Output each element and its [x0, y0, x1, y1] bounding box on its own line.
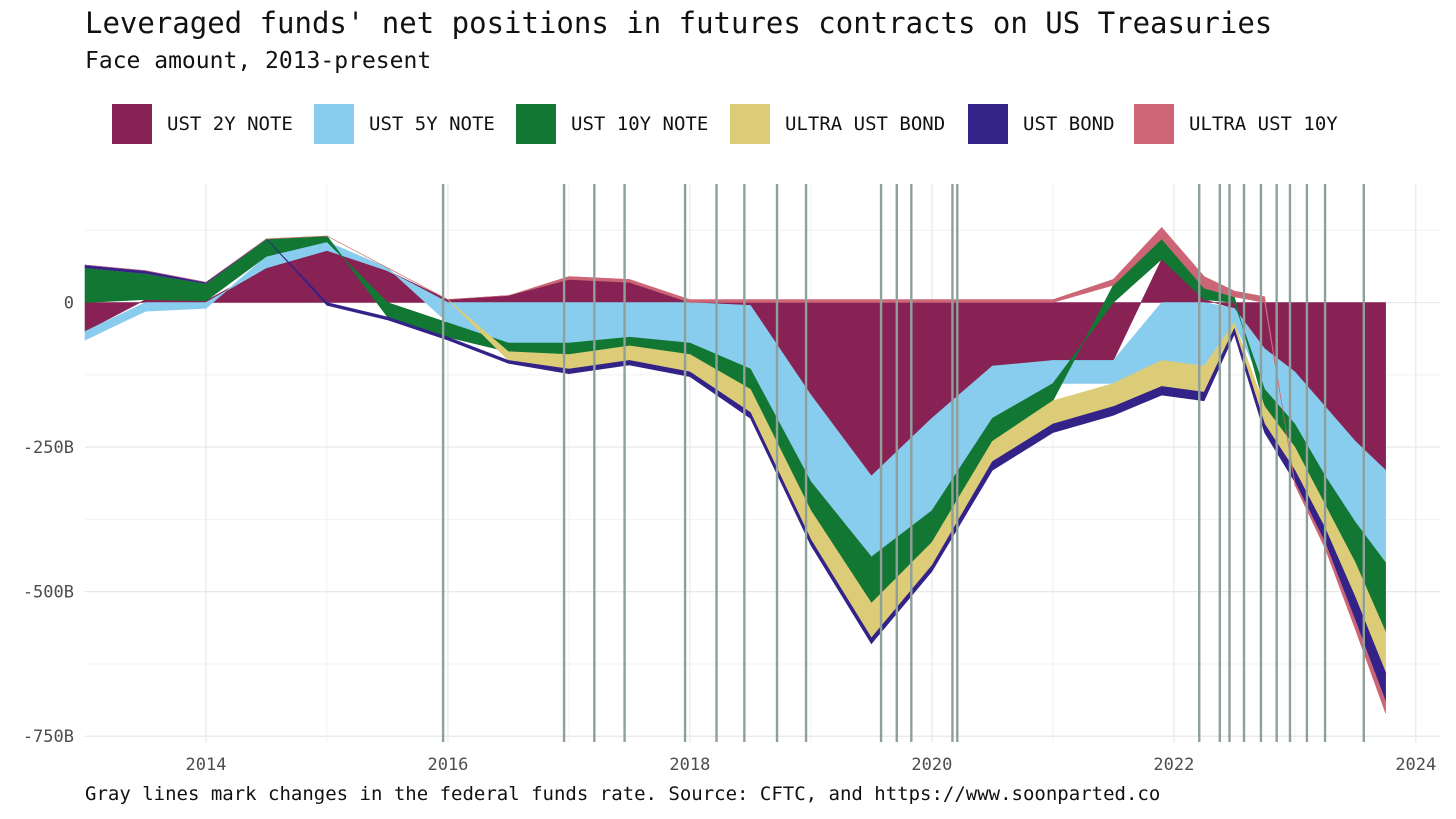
y-tick-label: -500B [23, 583, 74, 603]
legend-swatch [1134, 104, 1174, 144]
legend-label: ULTRA UST 10Y [1189, 113, 1338, 135]
area-ust-bond [84, 238, 1386, 702]
chart-title: Leveraged funds' net positions in future… [85, 6, 1273, 40]
chart-caption: Gray lines mark changes in the federal f… [85, 783, 1161, 805]
x-tick-label: 2022 [1153, 755, 1194, 775]
legend-item-ust-bond: UST BOND [968, 103, 1115, 145]
x-tick-label: 2014 [186, 755, 227, 775]
area-ultra-ust-10y [84, 226, 1386, 714]
legend-item-ust-10y-note: UST 10Y NOTE [516, 103, 708, 145]
legend-item-ust-5y-note: UST 5Y NOTE [314, 103, 495, 145]
x-tick-label: 2016 [427, 755, 468, 775]
grid-minor [85, 184, 1440, 742]
legend-swatch [730, 104, 770, 144]
legend-item-ultra-ust-bond: ULTRA UST BOND [730, 103, 945, 145]
rate-change-lines [441, 184, 1365, 742]
chart-subtitle: Face amount, 2013-present [85, 48, 432, 74]
legend-swatch [516, 104, 556, 144]
stacked-areas [84, 226, 1386, 714]
y-tick-label: -750B [23, 727, 74, 747]
legend-label: UST 5Y NOTE [369, 113, 495, 135]
legend-swatch [112, 104, 152, 144]
legend-label: UST 2Y NOTE [167, 113, 293, 135]
legend-label: UST BOND [1023, 113, 1115, 135]
legend-item-ust-2y-note: UST 2Y NOTE [112, 103, 293, 145]
y-tick-label: 0 [64, 294, 74, 314]
x-tick-label: 2020 [911, 755, 952, 775]
x-tick-label: 2018 [669, 755, 710, 775]
y-axis: 0 -250B -500B -750B [23, 294, 74, 748]
legend-swatch [314, 104, 354, 144]
y-tick-label: -250B [23, 438, 74, 458]
legend-swatch [968, 104, 1008, 144]
x-axis: 2014 2016 2018 2020 2022 2024 [186, 755, 1437, 775]
legend-label: ULTRA UST BOND [785, 113, 946, 135]
legend-item-ultra-ust-10y: ULTRA UST 10Y [1134, 103, 1338, 145]
legend-label: UST 10Y NOTE [571, 113, 709, 135]
x-tick-label: 2024 [1395, 755, 1436, 775]
